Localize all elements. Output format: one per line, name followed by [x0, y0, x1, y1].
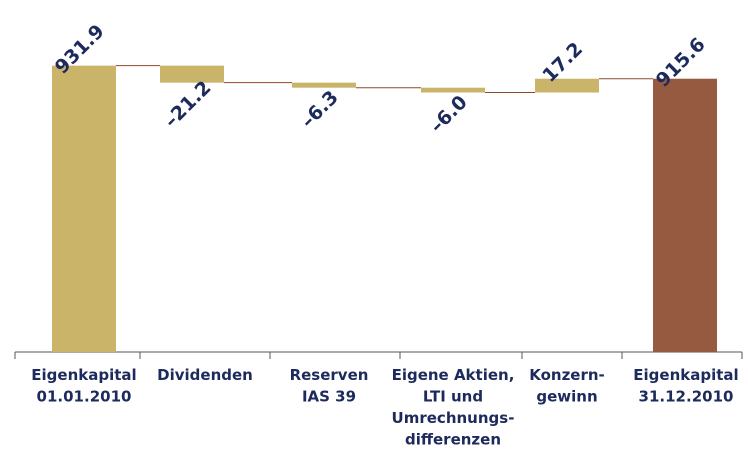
bar	[292, 82, 356, 88]
x-tick-label: Eigene Aktien,	[392, 366, 515, 384]
x-tick-label: LTI und	[423, 388, 483, 406]
value-label: –21.2	[160, 77, 215, 132]
value-label: –6.3	[297, 86, 343, 132]
bar	[421, 87, 485, 93]
x-tick-label: 01.01.2010	[37, 388, 132, 406]
x-tick-label: 31.12.2010	[639, 388, 734, 406]
x-tick-label: gewinn	[536, 388, 597, 406]
x-tick-label: differenzen	[405, 431, 501, 449]
bar	[653, 78, 717, 352]
bar	[160, 65, 224, 83]
x-tick-label: Eigenkapital	[633, 366, 738, 384]
bar	[52, 65, 116, 353]
x-tick-label: Reserven	[290, 366, 369, 384]
value-label: –6.0	[426, 91, 472, 137]
x-tick-label: Umrechnungs-	[392, 409, 515, 427]
x-tick-label: IAS 39	[302, 388, 356, 406]
x-tick-label: Konzern-	[529, 366, 605, 384]
bar	[535, 78, 599, 93]
x-tick-label: Eigenkapital	[31, 366, 136, 384]
x-tick-label: Dividenden	[157, 366, 253, 384]
